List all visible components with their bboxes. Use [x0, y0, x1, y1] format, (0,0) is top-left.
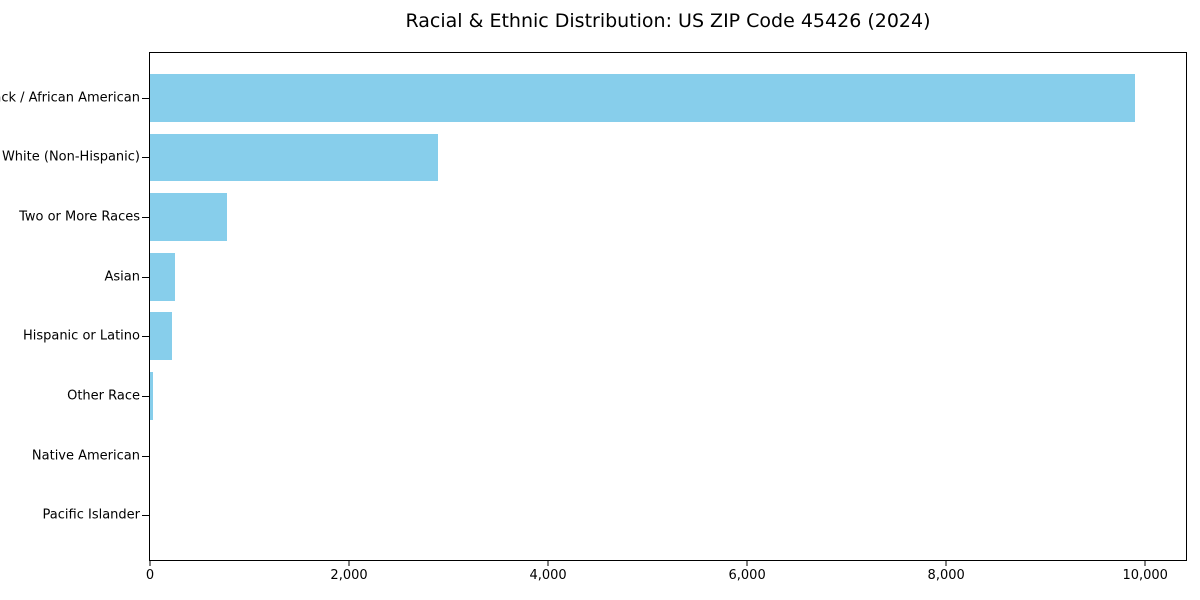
y-tick-mark — [142, 276, 149, 278]
y-tick-mark — [142, 395, 149, 397]
y-axis-label-asian: Asian — [104, 269, 140, 285]
x-axis-tick-label: 0 — [145, 568, 155, 583]
x-tick-mark — [1144, 561, 1146, 566]
y-axis-label-two-or-more-races: Two or More Races — [19, 209, 140, 225]
x-tick-mark — [746, 561, 748, 566]
bar-hispanic-or-latino — [150, 312, 172, 361]
y-axis-label-black-african-american: Black / African American — [0, 90, 140, 106]
y-axis-ticks — [142, 53, 149, 560]
y-tick-mark — [142, 515, 149, 517]
x-axis-tick-label: 4,000 — [529, 568, 567, 583]
plot-area — [149, 52, 1187, 561]
y-axis-label-other-race: Other Race — [67, 388, 140, 404]
bar-two-or-more-races — [150, 193, 227, 241]
y-tick-mark — [142, 455, 149, 457]
bar-other-race — [150, 372, 154, 420]
bar-asian — [150, 252, 175, 301]
bar-white-non-hispanic — [150, 133, 438, 182]
y-axis-labels: Black / African American White (Non-Hispa… — [0, 53, 140, 560]
x-tick-mark — [348, 561, 350, 566]
x-axis-tick-label: 10,000 — [1122, 568, 1168, 583]
y-axis-label-white-non-hispanic: White (Non-Hispanic) — [1, 149, 140, 165]
x-axis-tick-label: 6,000 — [728, 568, 766, 583]
y-tick-mark — [142, 97, 149, 99]
y-axis-label-pacific-islander: Pacific Islander — [42, 507, 140, 523]
bar-black-african-american — [150, 73, 1136, 122]
x-axis: 0 2,000 4,000 6,000 8,000 10,000 — [146, 561, 1185, 599]
y-tick-mark — [142, 336, 149, 338]
y-axis-label-hispanic-or-latino: Hispanic or Latino — [22, 328, 140, 344]
y-axis-label-native-american: Native American — [31, 448, 140, 464]
x-axis-tick-label: 2,000 — [330, 568, 368, 583]
y-tick-mark — [142, 157, 149, 159]
chart-title: Racial & Ethnic Distribution: US ZIP Cod… — [405, 10, 931, 32]
x-tick-mark — [149, 561, 151, 566]
x-tick-mark — [945, 561, 947, 566]
x-axis-tick-label: 8,000 — [927, 568, 965, 583]
y-tick-mark — [142, 217, 149, 219]
x-tick-mark — [547, 561, 549, 566]
